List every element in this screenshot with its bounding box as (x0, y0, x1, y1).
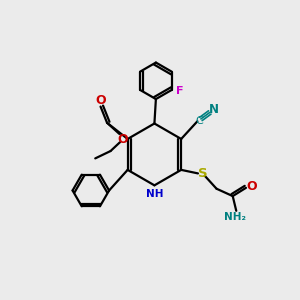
Text: O: O (246, 180, 256, 193)
Text: NH: NH (146, 189, 163, 199)
Text: S: S (198, 167, 208, 180)
Text: O: O (95, 94, 106, 107)
Text: C: C (195, 116, 203, 126)
Text: O: O (117, 133, 128, 146)
Text: NH₂: NH₂ (224, 212, 246, 222)
Text: F: F (176, 86, 184, 96)
Text: N: N (209, 103, 219, 116)
